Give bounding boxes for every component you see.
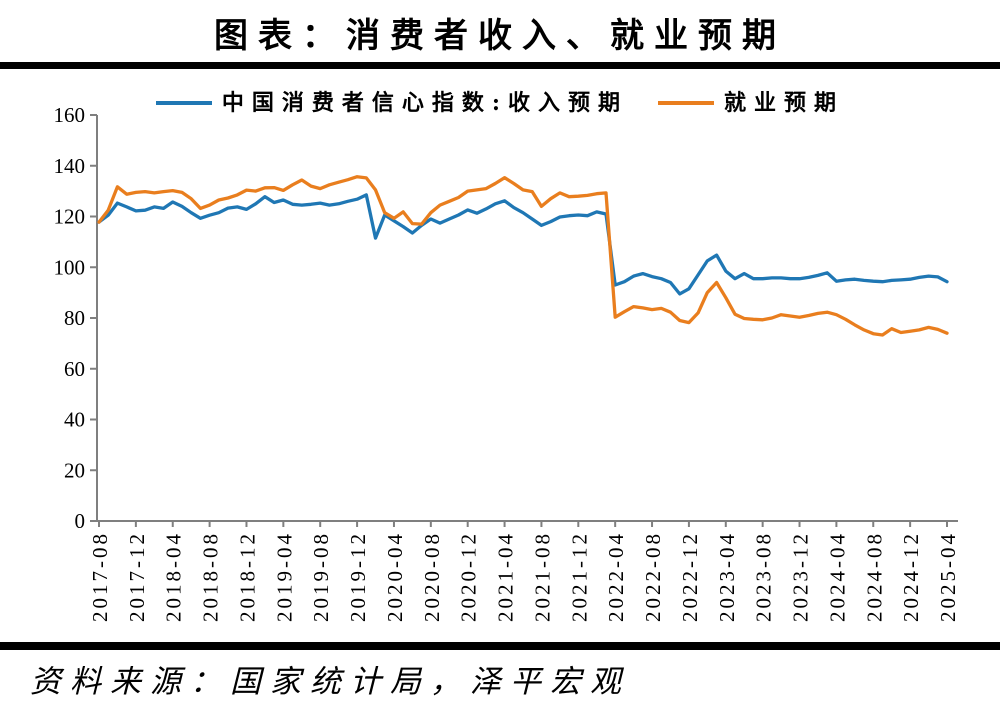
svg-text:2019-12: 2019-12	[346, 531, 370, 622]
svg-text:0: 0	[75, 509, 86, 533]
legend-label-income: 中国消费者信心指数:收入预期	[221, 90, 629, 116]
svg-text:2023-04: 2023-04	[715, 531, 739, 622]
svg-text:2018-08: 2018-08	[199, 531, 223, 622]
svg-text:120: 120	[54, 205, 86, 229]
svg-text:2024-08: 2024-08	[862, 531, 886, 622]
svg-text:2020-08: 2020-08	[420, 531, 444, 622]
svg-text:2017-12: 2017-12	[125, 531, 149, 622]
svg-text:2021-04: 2021-04	[494, 531, 518, 622]
employment-line-swatch	[658, 101, 715, 105]
source-note: 资料来源：国家统计局，泽平宏观	[30, 664, 630, 700]
svg-text:20: 20	[64, 458, 85, 482]
svg-text:80: 80	[64, 306, 85, 330]
svg-text:2022-04: 2022-04	[604, 531, 628, 622]
legend-label-employment: 就业预期	[724, 90, 845, 116]
chart-legend: 中国消费者信心指数:收入预期 就业预期	[0, 88, 1000, 118]
svg-text:2019-04: 2019-04	[272, 531, 296, 622]
top-divider	[0, 62, 1000, 69]
svg-text:2020-04: 2020-04	[383, 531, 407, 622]
svg-text:2023-08: 2023-08	[752, 531, 776, 622]
svg-text:2025-04: 2025-04	[936, 531, 960, 622]
svg-text:2022-12: 2022-12	[678, 531, 702, 622]
svg-text:40: 40	[64, 408, 85, 432]
svg-text:2024-12: 2024-12	[899, 531, 923, 622]
svg-text:2022-08: 2022-08	[641, 531, 665, 622]
svg-text:100: 100	[54, 255, 86, 279]
svg-text:2019-08: 2019-08	[309, 531, 333, 622]
chart-title: 图表：消费者收入、就业预期	[214, 16, 786, 56]
svg-text:60: 60	[64, 357, 85, 381]
legend-item-employment: 就业预期	[658, 88, 844, 118]
svg-text:160: 160	[54, 103, 86, 127]
legend-item-income: 中国消费者信心指数:收入预期	[155, 88, 629, 118]
svg-text:2017-08: 2017-08	[88, 531, 112, 622]
income-line-swatch	[155, 101, 212, 105]
svg-text:2020-12: 2020-12	[457, 531, 481, 622]
svg-text:2024-04: 2024-04	[825, 531, 849, 622]
svg-text:2021-08: 2021-08	[530, 531, 554, 622]
svg-text:2021-12: 2021-12	[567, 531, 591, 622]
bottom-divider	[0, 642, 1000, 650]
svg-text:140: 140	[54, 154, 86, 178]
svg-text:2018-04: 2018-04	[162, 531, 186, 622]
svg-text:2023-12: 2023-12	[789, 531, 813, 622]
svg-text:2018-12: 2018-12	[236, 531, 260, 622]
